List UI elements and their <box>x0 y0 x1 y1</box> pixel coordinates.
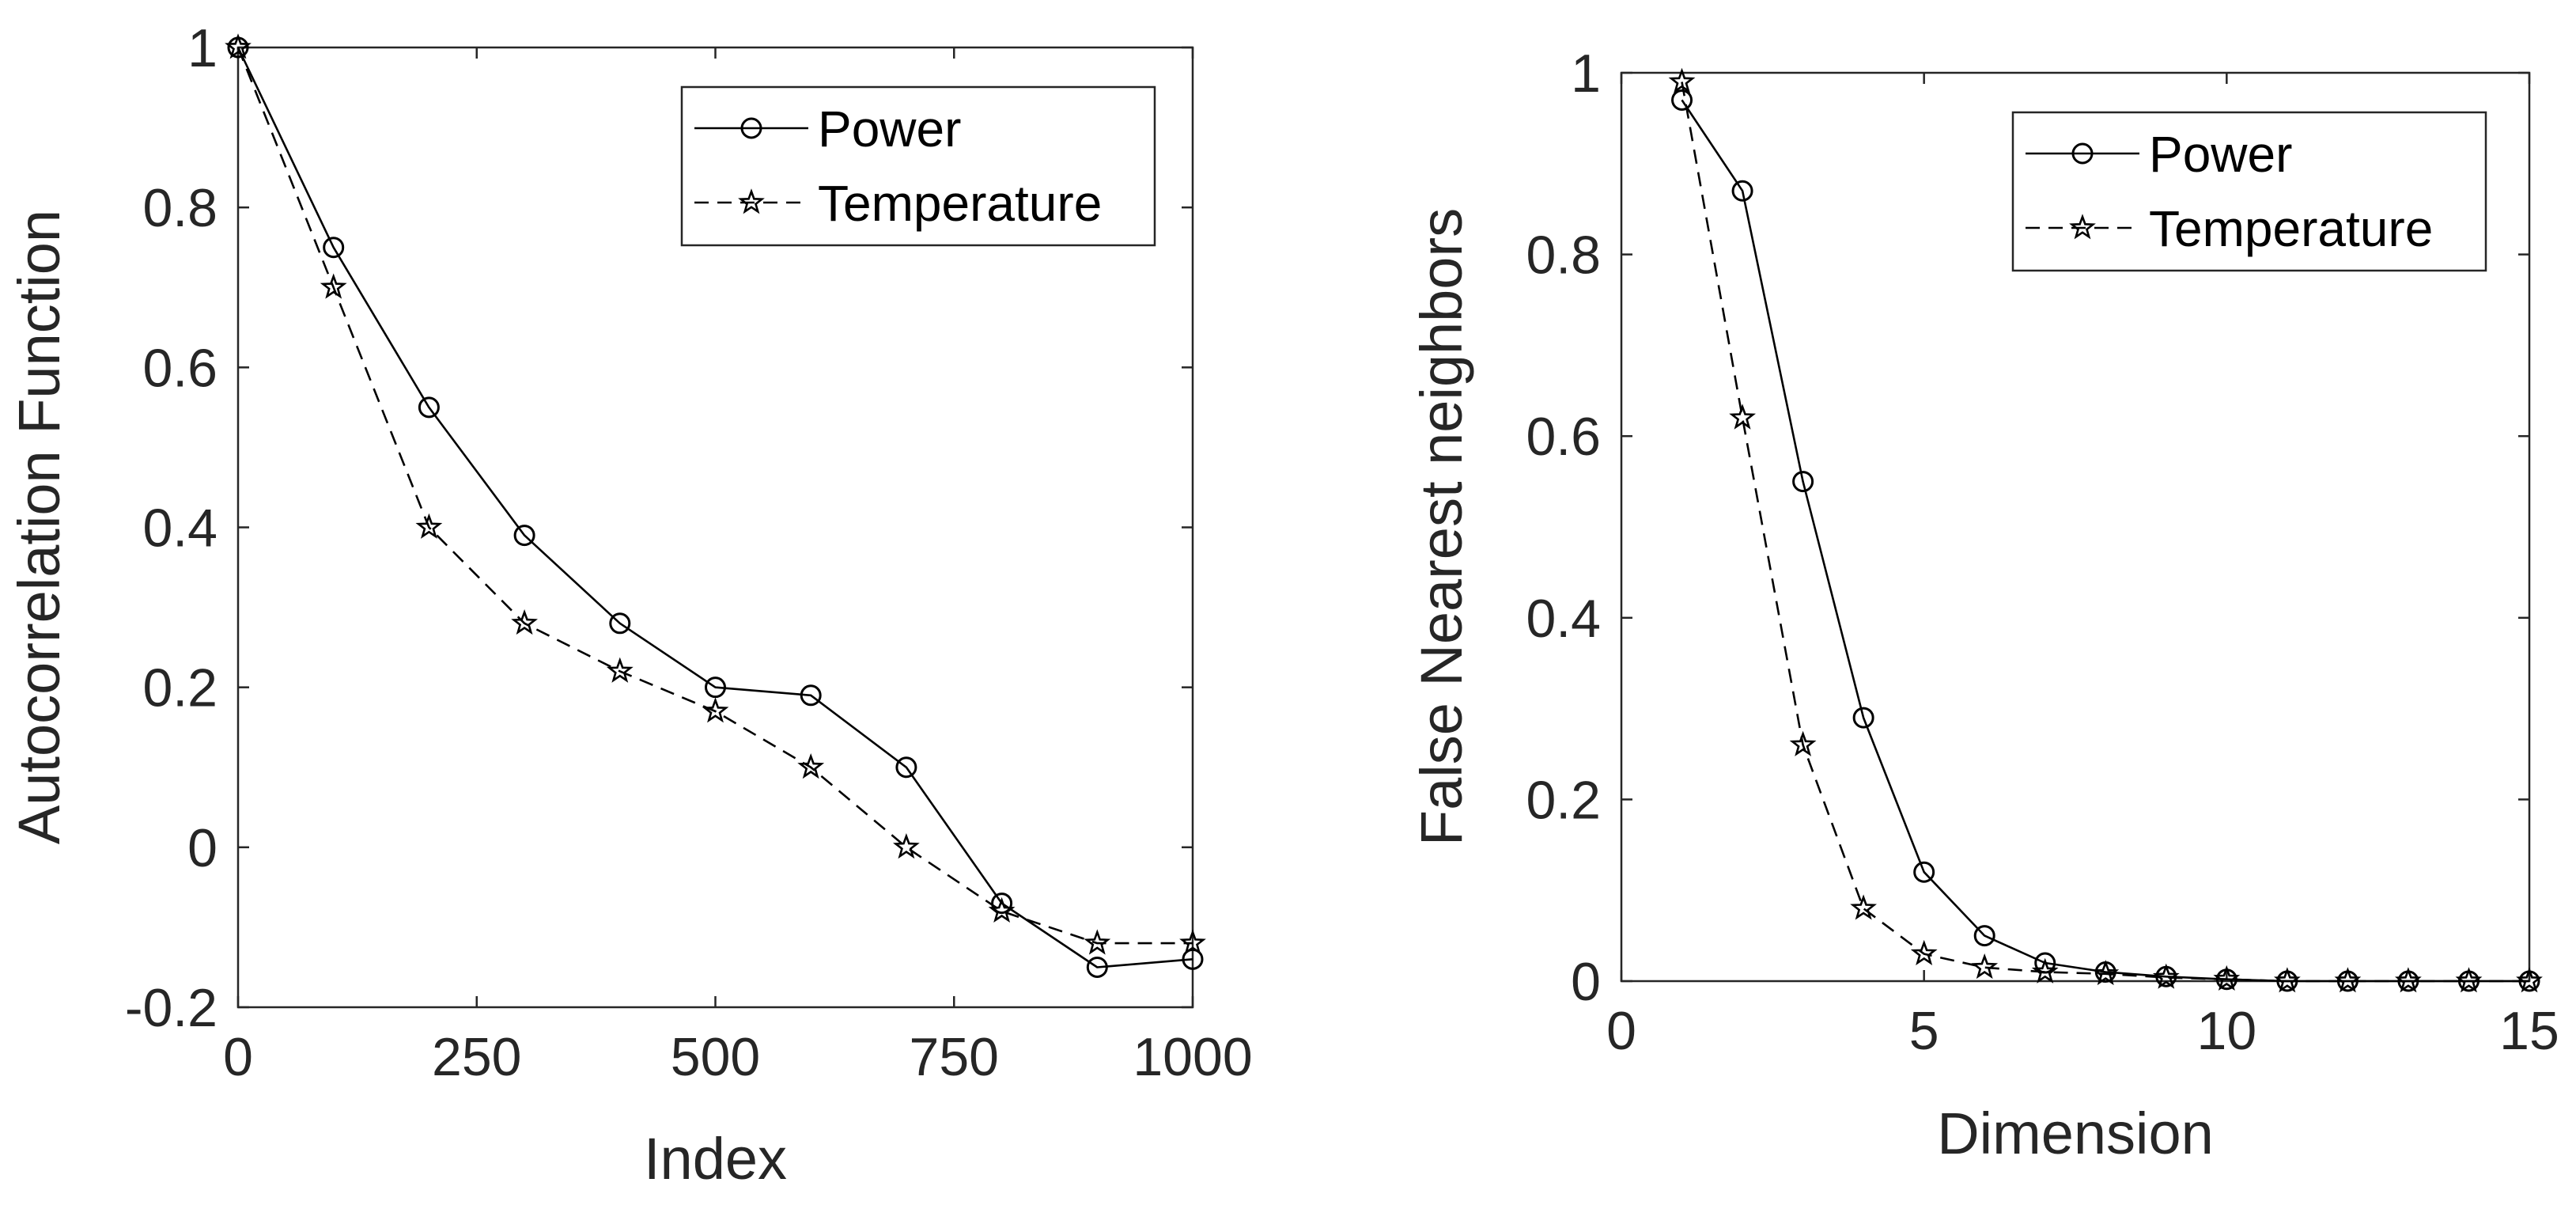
data-point-temperature <box>2455 967 2483 993</box>
data-point-power <box>609 612 631 635</box>
data-point-temperature <box>1850 894 1877 920</box>
data-point-temperature <box>2152 963 2180 989</box>
legend-box <box>2011 111 2487 272</box>
x-tick-label: 5 <box>1909 1001 1939 1061</box>
series-line-temperature <box>236 47 1193 945</box>
data-point-temperature <box>1910 939 1938 965</box>
legend-label-power: Power <box>2149 126 2292 183</box>
legend-label-temperature: Temperature <box>818 175 1102 232</box>
data-point-temperature <box>1971 953 1999 980</box>
x-tick-label: 10 <box>2197 1001 2257 1061</box>
data-point-temperature <box>702 697 729 723</box>
y-tick-label: 0 <box>187 818 218 878</box>
legend-marker-power <box>2071 142 2094 165</box>
data-point-power <box>1182 948 1204 970</box>
data-point-power <box>1086 956 1108 978</box>
legend: Power Temperature <box>680 85 1156 247</box>
data-point-power <box>1852 707 1874 729</box>
data-point-temperature <box>797 753 825 779</box>
data-point-temperature <box>415 513 443 539</box>
data-point-temperature <box>225 33 252 59</box>
data-point-temperature <box>2274 967 2301 993</box>
data-point-power <box>1973 925 1995 947</box>
data-point-power <box>705 677 726 699</box>
data-point-power <box>2034 952 2056 974</box>
y-tick-label: 0.6 <box>142 338 218 398</box>
data-point-power <box>800 684 822 707</box>
data-point-power <box>991 893 1013 915</box>
x-tick-label: 750 <box>910 1027 999 1087</box>
chart-2: 0 5 10 15 0 0.2 0.4 0.6 0.8 1 Dimension False Neare… <box>1409 44 2559 1166</box>
y-tick-label: 1 <box>187 18 218 78</box>
data-point-temperature <box>988 896 1016 923</box>
x-tick-label: 15 <box>2499 1001 2559 1061</box>
data-point-temperature <box>511 609 538 635</box>
y-tick-label: 0.2 <box>142 658 218 718</box>
data-point-temperature <box>2395 967 2422 993</box>
y-tick-label: 0.2 <box>1526 770 1601 830</box>
data-point-power <box>1913 861 1935 883</box>
legend-label-power: Power <box>818 100 961 157</box>
data-point-temperature <box>1179 929 1206 955</box>
series-temperature <box>225 33 1206 955</box>
data-point-temperature <box>1789 730 1817 756</box>
legend: Power Temperature <box>2011 111 2487 272</box>
series-line-power <box>236 47 1193 968</box>
y-tick-label: 0.6 <box>1526 407 1601 467</box>
x-tick-label: 250 <box>432 1027 521 1087</box>
x-tick-label: 0 <box>1606 1001 1636 1061</box>
data-point-temperature <box>1729 404 1756 430</box>
data-point-temperature <box>320 273 347 299</box>
data-point-power <box>1792 471 1814 493</box>
data-point-temperature <box>2092 960 2120 986</box>
series-temperature <box>1668 67 2543 993</box>
data-point-temperature <box>2516 967 2543 993</box>
data-point-temperature <box>2031 957 2059 983</box>
y-tick-label: 1 <box>1571 44 1601 104</box>
data-point-power <box>323 237 345 259</box>
data-point-temperature <box>2334 967 2362 993</box>
y-tick-label: 0.8 <box>1526 226 1601 286</box>
x-tick-label: 500 <box>671 1027 760 1087</box>
x-axis-label: Index <box>644 1126 787 1192</box>
legend-marker-power <box>740 117 762 139</box>
x-axis-label: Dimension <box>1937 1101 2214 1166</box>
legend-marker-temperature <box>738 188 765 214</box>
x-tick-label: 1000 <box>1133 1027 1252 1087</box>
legend-box <box>680 85 1156 247</box>
y-tick-label: 0.4 <box>1526 589 1601 649</box>
legend-label-temperature: Temperature <box>2149 200 2433 257</box>
y-tick-label: 0.4 <box>142 498 218 559</box>
y-tick-label: 0.8 <box>142 178 218 238</box>
series-line-temperature <box>1681 81 2529 983</box>
legend-marker-temperature <box>2069 214 2096 240</box>
x-tick-label: 0 <box>223 1027 253 1087</box>
y-axis-label: Autocorrelation Function <box>6 210 72 844</box>
data-point-power <box>1731 180 1753 202</box>
data-point-temperature <box>2213 965 2241 991</box>
data-point-power <box>895 756 917 779</box>
y-tick-label: -0.2 <box>125 978 218 1038</box>
data-point-temperature <box>1084 929 1111 955</box>
chart-1: 0 250 500 750 1000-0.200.20.40.60.81IndexAut… <box>6 18 1253 1192</box>
y-axis-label: False Nearest neighbors <box>1409 208 1474 846</box>
data-point-power <box>418 396 440 419</box>
data-point-temperature <box>893 833 920 859</box>
data-point-power <box>513 525 535 547</box>
data-point-temperature <box>606 657 634 683</box>
data-point-temperature <box>1668 67 1696 93</box>
y-tick-label: 0 <box>1571 952 1601 1012</box>
data-point-power <box>1671 89 1693 111</box>
